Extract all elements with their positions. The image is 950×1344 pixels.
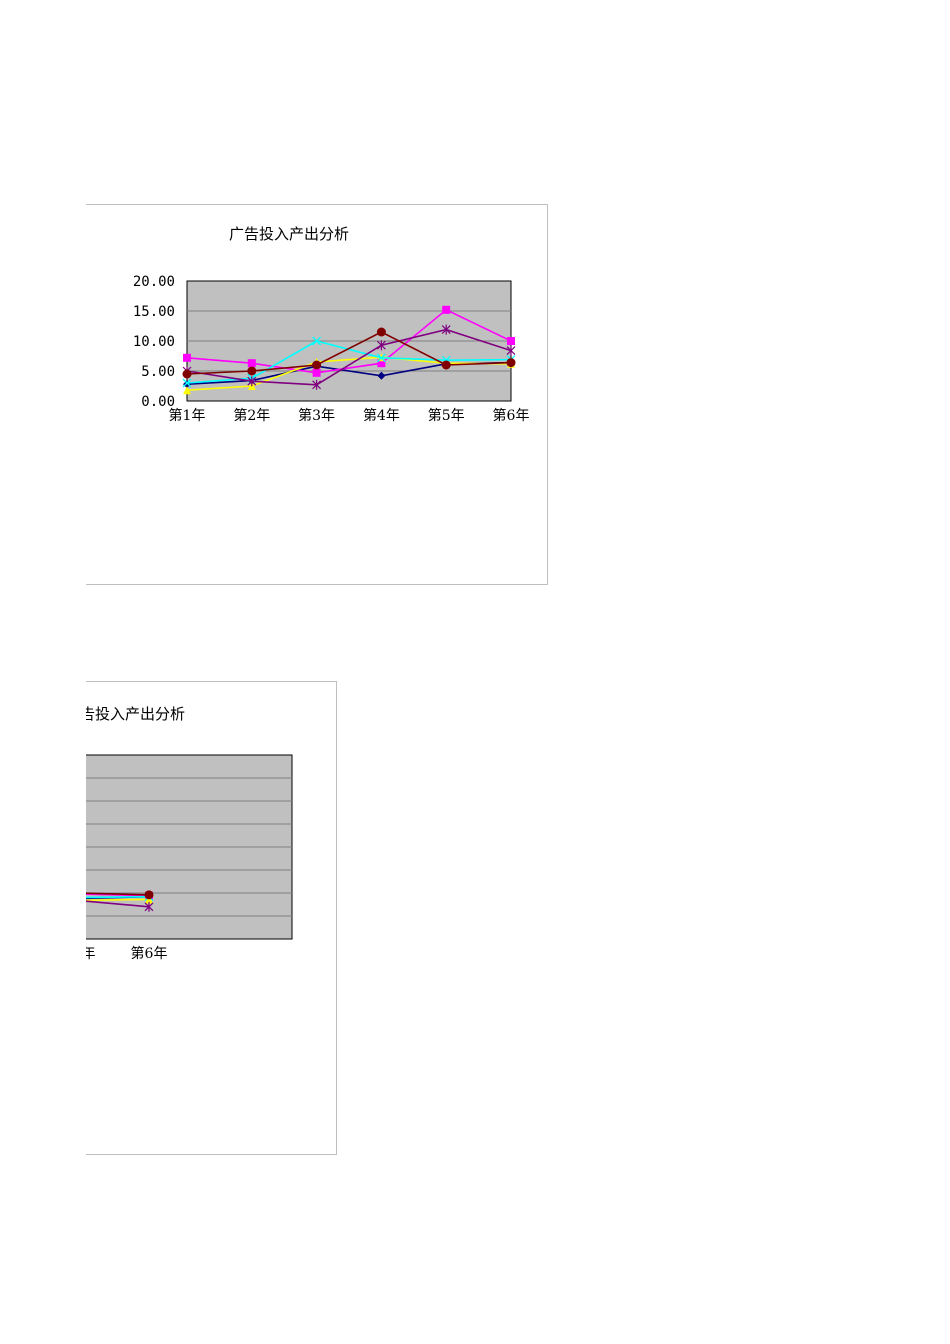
data-point (376, 327, 386, 337)
y-tick-label: 20.00 (133, 274, 175, 290)
series-3 (86, 895, 153, 904)
data-point (312, 360, 322, 370)
series-6 (182, 327, 516, 379)
data-point (312, 379, 322, 390)
series-line (86, 893, 150, 897)
x-tick-label: 第1年 (169, 407, 206, 424)
data-point (247, 376, 257, 387)
data-point (506, 345, 516, 356)
series-6 (86, 890, 154, 900)
chart-panel-main: 广告投入产出分析 第1年 第2年 第3年 第4年 第5年 第6年 0.00 5.00 10.00… (86, 204, 548, 585)
series-line (86, 895, 150, 899)
series-5 (182, 324, 516, 390)
y-tick-label: 5.00 (141, 364, 175, 380)
data-point (376, 353, 386, 363)
x-tick-label: 第5年 (428, 407, 465, 424)
x-tick-label: 第3年 (298, 407, 335, 424)
x-tick-label: 第4年 (363, 407, 400, 424)
line-chart-svg: 第1年 第2年 第3年 第4年 第5年 第6年 0.00 5.00 10.00 15.00 20.0… (133, 274, 530, 424)
data-point (377, 359, 386, 368)
series-line (186, 331, 512, 375)
data-point (247, 359, 256, 368)
data-point (506, 358, 516, 368)
x-tick-label: 第6年 (493, 407, 530, 424)
data-point (144, 890, 154, 900)
series-2 (183, 305, 515, 377)
y-tick-label: 15.00 (133, 304, 175, 320)
series-line (186, 308, 512, 374)
series-line (86, 898, 150, 902)
data-point (183, 386, 191, 395)
data-point (312, 368, 321, 377)
data-point (144, 901, 154, 912)
data-point (442, 305, 451, 314)
data-point (182, 378, 192, 388)
series-line (186, 356, 512, 391)
series-line (86, 900, 150, 908)
y-tick-label: 10.00 (133, 334, 175, 350)
data-point (441, 324, 451, 335)
data-point (507, 337, 515, 345)
data-point (182, 369, 192, 379)
x-tick-label: 第2年 (233, 407, 270, 424)
chart-title-secondary: 广告投入产出分析 (86, 705, 186, 723)
data-point (247, 366, 257, 376)
data-point (441, 360, 451, 370)
y-tick-label: 0.00 (141, 394, 175, 410)
data-point (377, 371, 386, 380)
series-line (86, 892, 150, 896)
x-tick-label: 第5年 (86, 945, 95, 962)
data-point (312, 336, 322, 346)
data-point (145, 895, 153, 904)
chart-title: 广告投入产出分析 (229, 225, 350, 243)
x-tick-label: 第6年 (131, 945, 168, 962)
data-point (183, 353, 191, 362)
series-line (186, 328, 512, 386)
series-5 (86, 900, 154, 912)
data-point (376, 340, 386, 351)
